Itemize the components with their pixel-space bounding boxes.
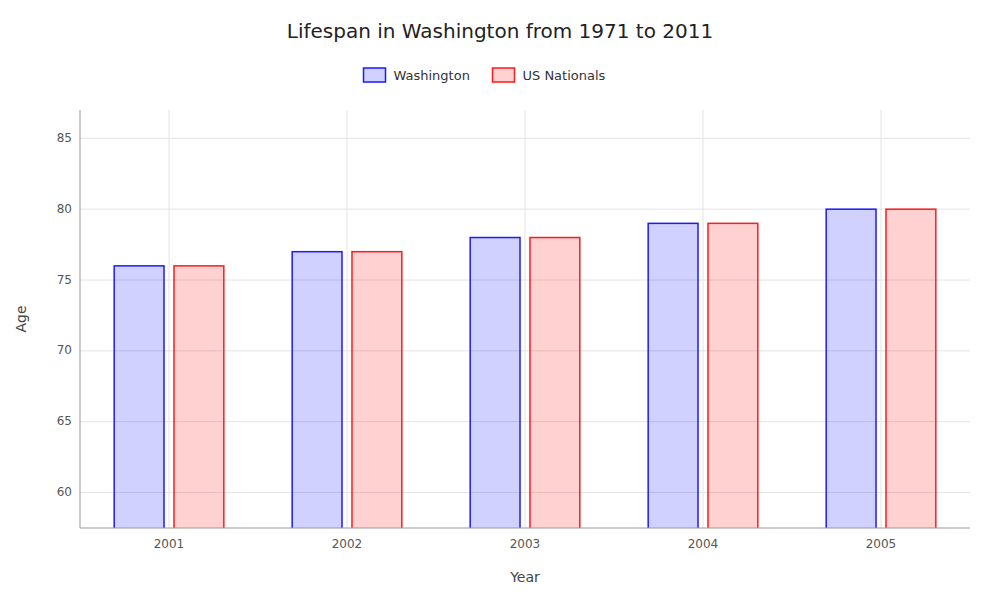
bars — [114, 209, 936, 528]
y-tick-label: 75 — [57, 273, 72, 287]
bar — [708, 223, 758, 528]
bar — [352, 252, 402, 528]
bar — [470, 238, 520, 528]
legend-label: US Nationals — [523, 68, 606, 83]
bar — [648, 223, 698, 528]
legend-swatch — [493, 68, 515, 82]
x-tick-label: 2003 — [510, 537, 541, 551]
x-tick-label: 2002 — [332, 537, 363, 551]
grid-line-x — [169, 110, 170, 528]
y-tick-label: 70 — [57, 343, 72, 357]
grid-line-x — [703, 110, 704, 528]
grid-line-x — [881, 110, 882, 528]
title: Lifespan in Washington from 1971 to 2011 — [287, 19, 713, 43]
x-tick-label: 2001 — [154, 537, 185, 551]
legend-label: Washington — [394, 68, 470, 83]
bar — [826, 209, 876, 528]
y-tick-label: 60 — [57, 485, 72, 499]
bar — [174, 266, 224, 528]
x-tick-label: 2004 — [688, 537, 719, 551]
grid-line-x — [347, 110, 348, 528]
y-axis-label: Age — [13, 305, 29, 332]
bar — [530, 238, 580, 528]
x-axis-label: Year — [509, 569, 540, 585]
x-tick-label: 2005 — [866, 537, 897, 551]
grid-line-x — [525, 110, 526, 528]
legend-swatch — [364, 68, 386, 82]
y-tick-label: 80 — [57, 202, 72, 216]
legend: Washington US Nationals — [364, 68, 606, 83]
bar — [292, 252, 342, 528]
x-axis-line — [80, 528, 970, 529]
chart-container: 60 65 70 75 80 85 2001 2002 2003 2004 2005 Year Age L… — [0, 0, 1000, 600]
y-axis-line — [80, 110, 81, 528]
y-tick-label: 85 — [57, 131, 72, 145]
bar — [886, 209, 936, 528]
chart-svg: 60 65 70 75 80 85 2001 2002 2003 2004 2005 Year Age L… — [0, 0, 1000, 600]
y-tick-label: 65 — [57, 414, 72, 428]
bar — [114, 266, 164, 528]
